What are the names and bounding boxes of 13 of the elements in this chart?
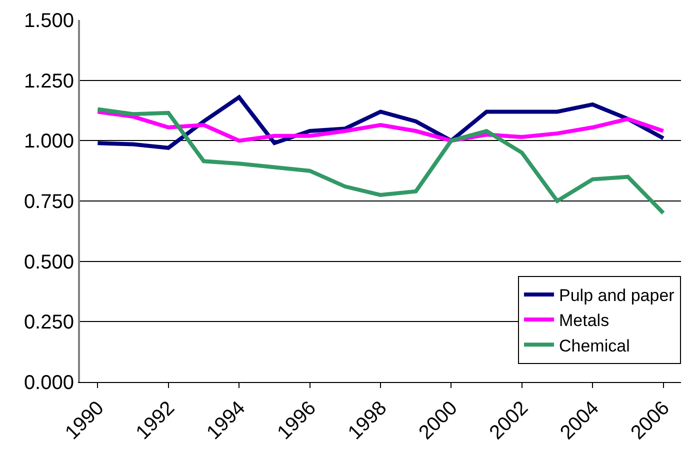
legend-label: Pulp and paper (559, 286, 675, 306)
line-series (96, 95, 666, 150)
line-series (96, 110, 666, 143)
legend-label: Metals (559, 311, 610, 330)
y-tick-label: 1.250 (24, 70, 74, 92)
line-series (96, 107, 666, 216)
y-tick-label: 1.000 (24, 130, 74, 153)
y-tick-label: 0.250 (24, 312, 74, 334)
y-tick-label: 1.500 (24, 10, 74, 32)
y-tick-label: 0.000 (24, 372, 74, 394)
legend-label: Chemical (559, 336, 630, 356)
y-tick-label: 0.750 (24, 191, 74, 213)
y-tick-label: 0.500 (24, 251, 74, 274)
